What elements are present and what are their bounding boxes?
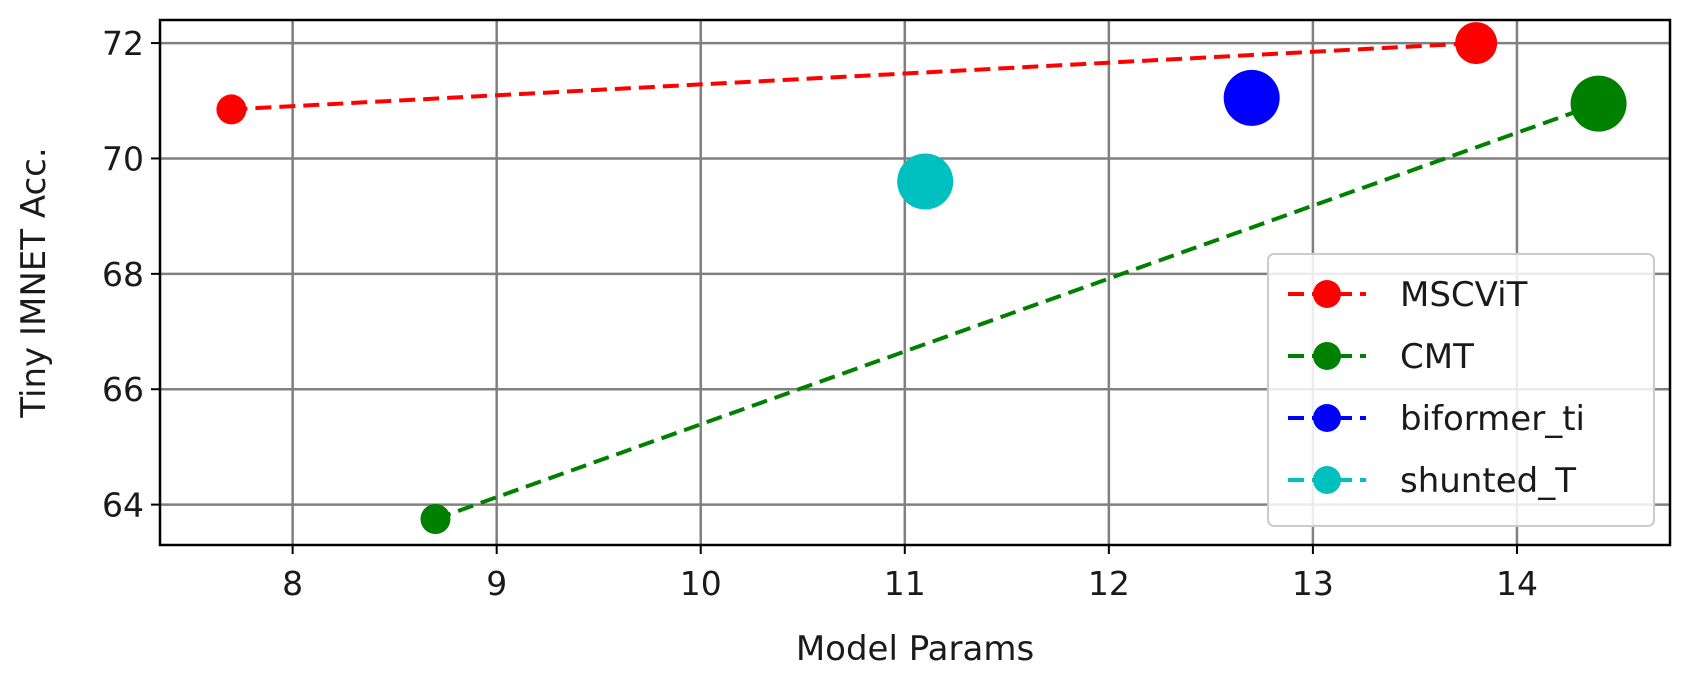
legend-marker [1313,466,1341,494]
y-tick-label: 70 [102,139,144,178]
x-tick-label: 14 [1496,564,1538,603]
legend-label: biformer_ti [1400,399,1585,439]
y-axis-label: Tiny IMNET Acc. [14,147,54,418]
legend-box [1267,253,1655,527]
legend-item: CMT [1288,337,1474,377]
x-tick-label: 12 [1088,564,1130,603]
legend-item: biformer_ti [1288,399,1585,439]
data-point-biformer_ti [1223,69,1280,126]
legend: MSCViT CMT biformer_ti shunted_T [1267,253,1655,527]
data-point-cmt [1570,75,1627,132]
plot-frame [158,18,1672,547]
data-point-cmt [420,504,451,535]
y-tick-label: 66 [102,370,144,409]
legend-label: MSCViT [1400,275,1528,315]
data-point-mscvit [1455,22,1498,65]
y-tick-label: 68 [102,255,144,294]
x-tick-label: 9 [486,564,507,603]
y-tick-label: 72 [102,24,144,63]
series-line-cmt [434,101,1600,521]
series-lines [231,41,1600,521]
y-tick-label: 64 [102,486,144,525]
x-axis-label: Model Params [796,629,1034,669]
x-tick-label: 11 [884,564,926,603]
series-line-mscvit [231,41,1477,112]
x-tick-label: 13 [1292,564,1334,603]
legend-label: CMT [1400,337,1474,377]
legend-marker [1313,404,1341,432]
legend-item: shunted_T [1288,461,1576,501]
x-tick-label: 10 [680,564,722,603]
legend-marker [1313,280,1341,308]
x-tick-label: 8 [282,564,303,603]
y-axis-ticks: 64 66 68 70 72 [102,24,160,525]
data-point-shunted_t [897,153,954,210]
legend-marker [1313,342,1341,370]
x-axis-ticks: 8 9 10 11 12 13 14 [282,545,1538,603]
data-point-mscvit [216,94,247,125]
legend-label: shunted_T [1400,461,1576,501]
legend-item: MSCViT [1288,275,1528,315]
data-points [216,22,1627,535]
